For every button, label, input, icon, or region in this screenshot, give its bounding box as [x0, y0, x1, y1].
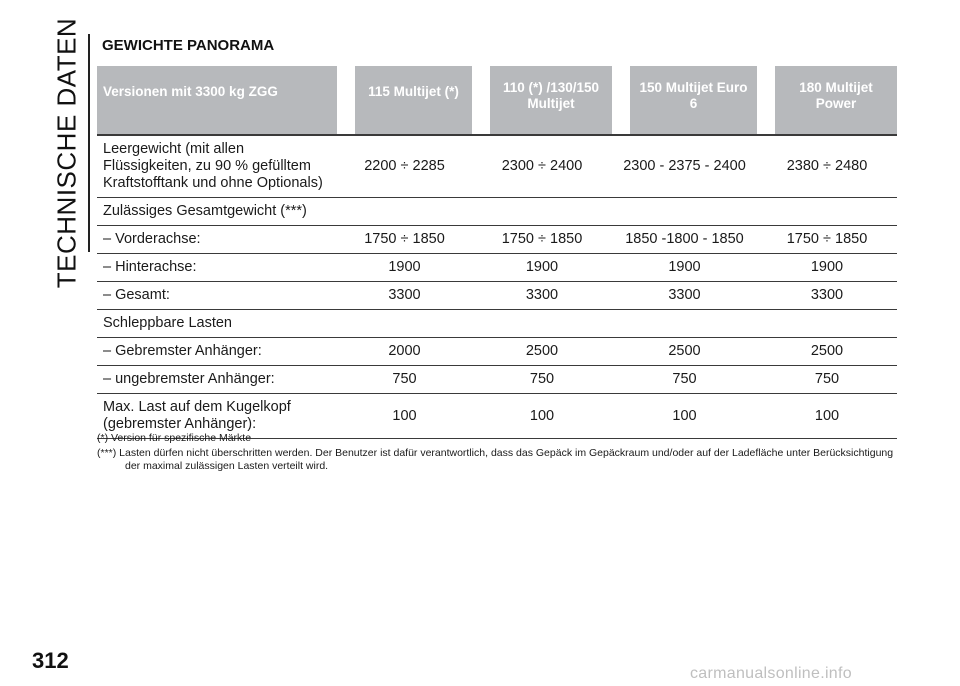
cell-value: 1850 -1800 - 1850 [612, 226, 757, 254]
cell-value: 1750 ÷ 1850 [337, 226, 472, 254]
cell-value: 2300 - 2375 - 2400 [612, 134, 757, 198]
header-180-multijet-power: 180 Multijet Power [757, 66, 897, 134]
cell-value [472, 310, 612, 338]
footnote-market-version: (*) Version für spezifische Märkte [97, 432, 252, 444]
table-row: – Hinterachse: 1900 1900 1900 1900 [97, 254, 897, 282]
cell-value: 3300 [757, 282, 897, 310]
row-label: Zulässiges Gesamtgewicht (***) [97, 198, 337, 226]
row-label: – Gebremster Anhänger: [97, 338, 337, 366]
table-row: – Vorderachse: 1750 ÷ 1850 1750 ÷ 1850 1… [97, 226, 897, 254]
section-side-title: TECHNISCHE DATEN [48, 18, 86, 288]
cell-value [472, 198, 612, 226]
cell-value: 3300 [472, 282, 612, 310]
table-row: – Gebremster Anhänger: 2000 2500 2500 25… [97, 338, 897, 366]
row-label: Leergewicht (mit allen Flüssigkeiten, zu… [97, 134, 337, 198]
cell-value [757, 198, 897, 226]
cell-value: 3300 [337, 282, 472, 310]
row-label: – Gesamt: [97, 282, 337, 310]
row-label: Max. Last auf dem Kugelkopf (gebremster … [97, 394, 337, 439]
cell-value: 2380 ÷ 2480 [757, 134, 897, 198]
cell-value [612, 198, 757, 226]
header-115-multijet: 115 Multijet (*) [337, 66, 472, 134]
cell-value: 100 [337, 394, 472, 439]
table-row: Max. Last auf dem Kugelkopf (gebremster … [97, 394, 897, 439]
cell-value: 1750 ÷ 1850 [757, 226, 897, 254]
cell-value: 1900 [472, 254, 612, 282]
cell-value: 750 [472, 366, 612, 394]
section-side-label: TECHNISCHE DATEN [51, 17, 82, 289]
cell-value: 2200 ÷ 2285 [337, 134, 472, 198]
row-label: Schleppbare Lasten [97, 310, 337, 338]
cell-value: 2300 ÷ 2400 [472, 134, 612, 198]
cell-value: 1900 [337, 254, 472, 282]
cell-value: 750 [757, 366, 897, 394]
row-label: – Hinterachse: [97, 254, 337, 282]
table-row: Leergewicht (mit allen Flüssigkeiten, zu… [97, 134, 897, 198]
cell-value [757, 310, 897, 338]
table-header-row: Versionen mit 3300 kg ZGG 115 Multijet (… [97, 66, 897, 134]
table-row: Schleppbare Lasten [97, 310, 897, 338]
cell-value: 1900 [757, 254, 897, 282]
page-title: GEWICHTE PANORAMA [102, 37, 275, 54]
watermark-text: carmanualsonline.info [690, 665, 852, 682]
row-label: – Vorderachse: [97, 226, 337, 254]
header-versions: Versionen mit 3300 kg ZGG [97, 66, 337, 134]
cell-value: 3300 [612, 282, 757, 310]
cell-value: 1900 [612, 254, 757, 282]
table-row: – Gesamt: 3300 3300 3300 3300 [97, 282, 897, 310]
table-row: Zulässiges Gesamtgewicht (***) [97, 198, 897, 226]
header-110-130-150-multijet: 110 (*) /130/150 Multijet [472, 66, 612, 134]
cell-value: 100 [612, 394, 757, 439]
header-150-multijet-euro6: 150 Multijet Euro 6 [612, 66, 757, 134]
table-row: – ungebremster Anhänger: 750 750 750 750 [97, 366, 897, 394]
cell-value: 2500 [612, 338, 757, 366]
cell-value: 1750 ÷ 1850 [472, 226, 612, 254]
side-divider [88, 34, 90, 252]
cell-value [337, 198, 472, 226]
cell-value: 100 [472, 394, 612, 439]
cell-value: 100 [757, 394, 897, 439]
cell-value: 2500 [472, 338, 612, 366]
footnotes: (*) Version für spezifische Märkte (***)… [97, 432, 907, 475]
cell-value: 750 [612, 366, 757, 394]
weights-table: Versionen mit 3300 kg ZGG 115 Multijet (… [97, 66, 897, 439]
cell-value [337, 310, 472, 338]
footnote-load-limits: (***) Lasten dürfen nicht überschritten … [97, 447, 894, 472]
page-number: 312 [32, 648, 69, 673]
cell-value [612, 310, 757, 338]
cell-value: 2000 [337, 338, 472, 366]
cell-value: 750 [337, 366, 472, 394]
row-label: – ungebremster Anhänger: [97, 366, 337, 394]
cell-value: 2500 [757, 338, 897, 366]
